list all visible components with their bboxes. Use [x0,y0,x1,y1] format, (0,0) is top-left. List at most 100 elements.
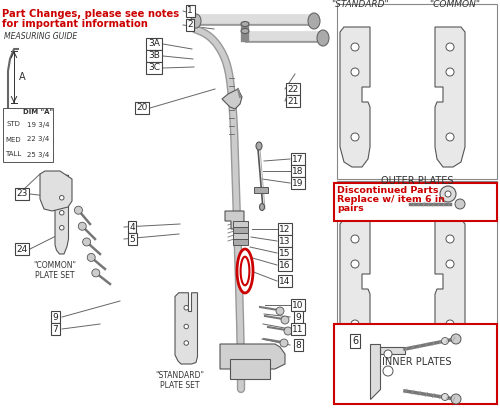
Text: Discontinued Parts: Discontinued Parts [337,186,438,195]
Polygon shape [254,187,268,193]
Polygon shape [340,219,370,349]
Bar [334,183,497,221]
Circle shape [442,393,448,401]
Circle shape [78,222,86,230]
Text: 16: 16 [279,261,291,269]
Text: 10: 10 [292,300,304,310]
Text: 9: 9 [295,313,301,321]
Circle shape [92,269,100,277]
Circle shape [455,199,465,209]
Text: "COMMON": "COMMON" [430,0,480,9]
Text: 19 3/4: 19 3/4 [27,122,49,127]
Text: 25 3/4: 25 3/4 [27,152,49,158]
Text: 3C: 3C [148,64,160,72]
Text: MEASURING GUIDE: MEASURING GUIDE [4,32,77,41]
Polygon shape [233,233,248,239]
Text: 13: 13 [279,236,291,246]
Text: 3A: 3A [148,39,160,49]
Circle shape [60,225,64,230]
Circle shape [276,307,284,315]
Text: STD: STD [6,122,20,127]
Text: 17: 17 [292,155,304,163]
Polygon shape [55,175,68,254]
Circle shape [351,320,359,328]
Circle shape [351,68,359,76]
Polygon shape [175,293,198,364]
Text: 19: 19 [292,178,304,187]
Bar [337,4,497,179]
Circle shape [184,324,188,329]
Text: pairs: pairs [337,204,364,213]
Circle shape [384,350,392,358]
Text: "COMMON"
PLATE SET: "COMMON" PLATE SET [34,261,76,280]
Circle shape [351,133,359,141]
Text: 4: 4 [129,222,135,232]
Ellipse shape [317,30,329,46]
Text: 24: 24 [16,245,28,253]
Polygon shape [233,227,248,233]
Circle shape [451,394,461,404]
Text: INNER PLATES: INNER PLATES [382,357,452,367]
Polygon shape [40,171,72,211]
Text: 3B: 3B [148,52,160,60]
Ellipse shape [308,13,320,29]
Circle shape [60,210,64,215]
Text: 12: 12 [280,225,290,233]
Ellipse shape [260,204,264,210]
Circle shape [184,341,188,345]
Text: 6: 6 [352,336,358,346]
Text: 22 3/4: 22 3/4 [27,137,49,142]
Text: 1: 1 [187,7,193,16]
Polygon shape [220,344,285,369]
Circle shape [446,235,454,243]
Circle shape [60,196,64,200]
Text: TALL: TALL [5,152,21,158]
Circle shape [351,235,359,243]
Polygon shape [370,344,405,399]
Bar [334,324,497,404]
Text: 15: 15 [279,248,291,258]
Circle shape [440,186,456,202]
Text: 14: 14 [280,277,290,285]
Bar [3,108,53,162]
Text: 11: 11 [292,324,304,334]
Circle shape [74,206,82,214]
Text: 20: 20 [136,103,147,112]
Text: 8: 8 [295,341,301,349]
Bar [337,181,497,359]
Text: OUTER PLATES: OUTER PLATES [381,176,453,186]
Text: for important information: for important information [2,19,148,29]
Polygon shape [222,89,242,109]
Circle shape [446,260,454,268]
Text: A: A [19,72,26,82]
Text: MED: MED [5,137,21,142]
Circle shape [451,334,461,344]
Ellipse shape [241,28,249,34]
Text: 2: 2 [187,21,193,29]
Text: 21: 21 [288,96,298,106]
Polygon shape [233,239,248,245]
Circle shape [446,68,454,76]
Circle shape [383,366,393,376]
Polygon shape [340,27,370,167]
Text: 5: 5 [129,235,135,243]
Circle shape [442,337,448,344]
Text: 18: 18 [292,166,304,176]
Polygon shape [237,249,253,293]
Circle shape [280,339,288,347]
Text: Part Changes, please see notes: Part Changes, please see notes [2,9,179,19]
Text: "STANDARD"
PLATE SET: "STANDARD" PLATE SET [156,371,204,391]
Text: 7: 7 [52,324,58,334]
Polygon shape [225,211,244,229]
Polygon shape [435,219,465,349]
Text: DIM "A": DIM "A" [23,109,53,115]
Text: 22: 22 [288,85,298,93]
Circle shape [351,260,359,268]
Ellipse shape [191,14,201,28]
Circle shape [446,133,454,141]
Circle shape [351,43,359,51]
Circle shape [445,191,451,197]
Polygon shape [230,359,270,379]
Polygon shape [240,257,250,285]
Text: 23: 23 [16,189,28,199]
